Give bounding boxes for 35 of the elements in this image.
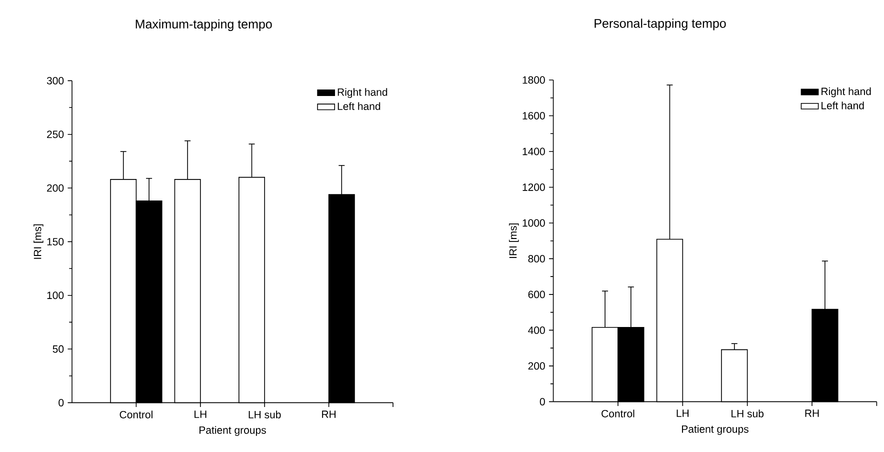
legend-label: Right hand: [338, 88, 388, 98]
y-tick-label: 800: [528, 255, 545, 262]
chart-title: Maximum-tapping tempo: [136, 19, 272, 31]
chart-title: Personal-tapping tempo: [594, 18, 726, 30]
y-tick-label: 200: [528, 362, 545, 370]
x-tick-label: RH: [805, 410, 819, 417]
y-tick-label: 1000: [522, 219, 545, 227]
x-tick-label: Control: [120, 410, 152, 418]
legend-label: Left hand: [822, 102, 864, 110]
x-tick-label: LH sub: [248, 410, 281, 418]
y-tick-label: 1600: [522, 112, 545, 120]
y-tick-label: 600: [528, 290, 545, 298]
x-tick-label: LH: [194, 410, 206, 418]
y-tick-label: 50: [52, 345, 64, 353]
y-tick-label: 1200: [522, 184, 545, 191]
y-tick-label: 200: [47, 184, 64, 192]
y-axis-title: IRI [ms]: [508, 224, 519, 258]
y-tick-label: 100: [47, 292, 64, 300]
y-tick-label: 1400: [522, 148, 545, 156]
y-tick-label: 0: [58, 398, 64, 406]
x-tick-label: RH: [322, 410, 336, 418]
y-tick-label: 250: [47, 130, 64, 138]
x-axis-title: Patient groups: [682, 425, 748, 435]
x-tick-label: Control: [602, 410, 634, 418]
y-tick-label: 0: [540, 398, 545, 406]
y-tick-label: 150: [47, 238, 64, 246]
x-tick-label: LH sub: [732, 410, 764, 418]
y-tick-label: 1800: [522, 76, 545, 84]
x-tick-label: LH: [676, 410, 689, 417]
y-tick-label: 400: [528, 326, 545, 334]
x-axis-title: Patient groups: [200, 426, 266, 436]
legend-label: Right hand: [822, 87, 871, 98]
y-tick-label: 300: [46, 76, 64, 84]
legend-label: Left hand: [338, 102, 380, 110]
y-axis-title: IRI [ms]: [34, 224, 44, 259]
